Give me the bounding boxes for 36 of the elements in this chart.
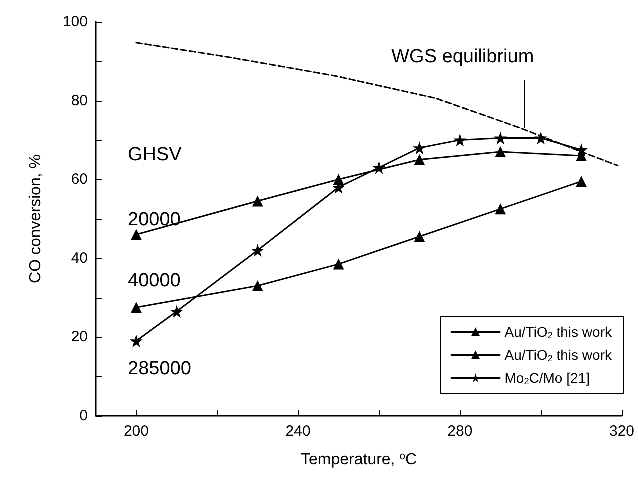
x-tick-label: 280 (448, 423, 473, 440)
point (333, 174, 344, 186)
point (494, 132, 508, 145)
y-tick-label: 100 (62, 14, 88, 30)
point (333, 258, 344, 270)
point (251, 244, 264, 258)
point (252, 280, 264, 292)
y-axis-title: CO conversion, % (28, 154, 44, 284)
point (130, 302, 142, 314)
annotation: 285000 (128, 358, 192, 380)
annotation: 40000 (128, 270, 181, 292)
annotation: GHSV (128, 144, 182, 166)
x-tick-label: 200 (124, 423, 149, 440)
point (130, 334, 143, 348)
point (534, 132, 548, 145)
point (252, 196, 264, 207)
annotation: WGS equilibrium (392, 46, 534, 68)
y-tick-label: 60 (71, 171, 88, 188)
point (413, 142, 426, 155)
y-tick-label: 0 (80, 408, 88, 424)
point (130, 229, 142, 240)
y-tick-label: 40 (71, 250, 88, 267)
x-tick-label: 320 (609, 423, 635, 440)
point (495, 146, 506, 158)
point (576, 176, 588, 188)
point (575, 144, 588, 157)
point (170, 305, 184, 318)
point (414, 154, 426, 166)
point (414, 231, 426, 242)
point (372, 161, 386, 174)
point (454, 134, 467, 147)
annotation: 20000 (128, 210, 181, 230)
y-tick-label: 80 (71, 92, 88, 110)
y-tick-label: 20 (71, 328, 88, 346)
x-tick-label: 240 (286, 423, 311, 440)
point (495, 204, 506, 215)
